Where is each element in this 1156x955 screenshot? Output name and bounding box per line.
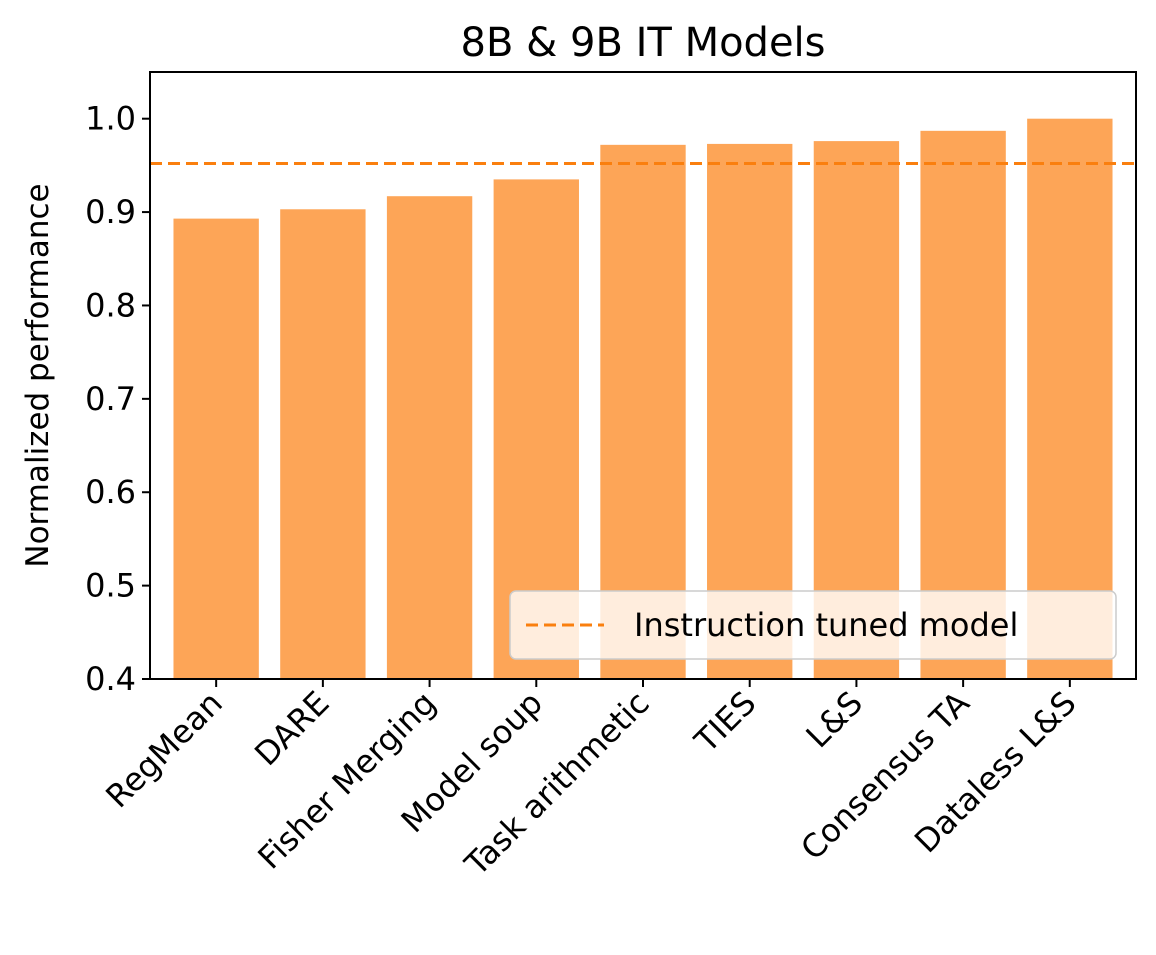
y-tick-label: 0.9 <box>85 193 136 231</box>
y-tick-label: 0.4 <box>85 660 136 698</box>
legend: Instruction tuned model <box>509 590 1117 660</box>
legend-label: Instruction tuned model <box>634 606 1018 644</box>
y-tick-label: 0.6 <box>85 473 136 511</box>
legend-box <box>509 590 1117 660</box>
bar <box>707 143 793 680</box>
y-ticks: 0.4 0.5 0.6 0.7 0.8 0.9 1.0 <box>85 100 150 698</box>
bar <box>280 209 366 679</box>
y-axis-label: Normalized performance <box>20 183 56 567</box>
bar <box>920 130 1006 680</box>
y-tick-label: 0.7 <box>85 380 136 418</box>
y-tick-label: 0.5 <box>85 567 136 605</box>
x-tick-label: L&S <box>799 684 870 755</box>
x-tick-label: TIES <box>687 684 764 761</box>
bar <box>600 144 686 680</box>
bar <box>173 218 259 680</box>
bar <box>1027 118 1113 679</box>
y-tick-label: 1.0 <box>85 100 136 138</box>
x-tick-label: RegMean <box>98 684 230 816</box>
x-tick-label: Task arithmetic <box>457 684 657 884</box>
chart-title: 8B & 9B IT Models <box>461 20 826 66</box>
bar <box>386 196 473 679</box>
bar <box>813 141 900 679</box>
y-tick-label: 0.8 <box>85 286 136 324</box>
bars <box>173 118 1113 680</box>
x-tick-label: DARE <box>247 684 336 773</box>
